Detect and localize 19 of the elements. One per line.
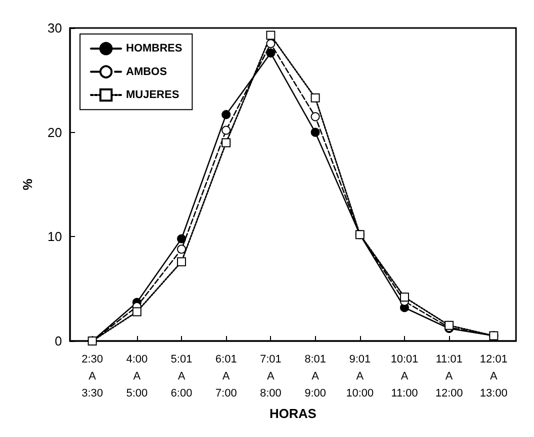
y-tick-label: 0 [54,334,62,348]
legend-label: MUJERES [126,89,180,101]
x-tick-label: 8:01 A 9:00 [304,354,326,400]
y-axis-title: % [20,178,35,190]
y-tick-label: 10 [48,229,62,244]
x-tick-label: 2:30 A 3:30 [82,354,104,400]
legend-label: AMBOS [126,66,167,78]
y-tick-label: 30 [48,20,62,36]
x-tick-label: 6:01 A 7:00 [215,354,237,400]
y-tick-label: 20 [48,124,62,140]
x-tick-label: 11:01 A 12:00 [435,354,463,400]
x-tick-label: 5:01 A 6:00 [170,354,192,400]
x-tick-label: 7:01 A 8:00 [260,354,282,400]
x-tick-label: 9:01 A 10:00 [346,354,374,400]
x-axis-title: HORAS [270,406,317,421]
x-tick-label: 12:01 A 13:00 [480,354,508,400]
x-tick-label: 10:01 A 11:00 [390,354,418,400]
x-tick-label: 4:00 A 5:00 [126,354,148,400]
legend-label: HOMBRES [126,42,182,55]
